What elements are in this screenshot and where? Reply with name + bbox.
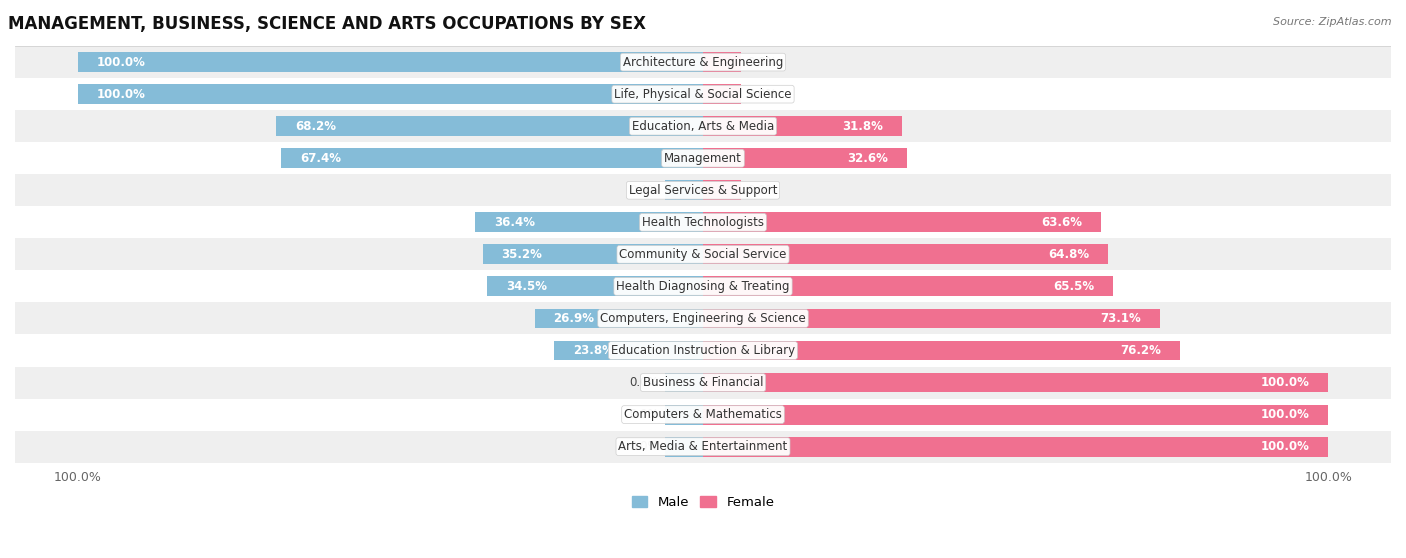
Text: Business & Financial: Business & Financial xyxy=(643,376,763,389)
Bar xyxy=(77,84,703,104)
Text: Education, Arts & Media: Education, Arts & Media xyxy=(631,120,775,133)
Text: Legal Services & Support: Legal Services & Support xyxy=(628,184,778,197)
Text: Life, Physical & Social Science: Life, Physical & Social Science xyxy=(614,88,792,100)
Text: Arts, Media & Entertainment: Arts, Media & Entertainment xyxy=(619,440,787,453)
Bar xyxy=(665,437,703,456)
Text: 100.0%: 100.0% xyxy=(96,88,145,100)
Bar xyxy=(15,46,1391,78)
Text: 26.9%: 26.9% xyxy=(554,312,595,325)
Text: 67.4%: 67.4% xyxy=(301,152,342,165)
Bar xyxy=(703,437,1329,456)
Text: Education Instruction & Library: Education Instruction & Library xyxy=(612,344,794,357)
Text: Source: ZipAtlas.com: Source: ZipAtlas.com xyxy=(1274,17,1392,27)
Text: 35.2%: 35.2% xyxy=(502,248,543,261)
Bar xyxy=(15,271,1391,302)
Text: 73.1%: 73.1% xyxy=(1101,312,1142,325)
Bar xyxy=(534,309,703,328)
Text: MANAGEMENT, BUSINESS, SCIENCE AND ARTS OCCUPATIONS BY SEX: MANAGEMENT, BUSINESS, SCIENCE AND ARTS O… xyxy=(8,15,647,33)
Text: 0.0%: 0.0% xyxy=(747,184,776,197)
Text: Health Technologists: Health Technologists xyxy=(643,216,763,229)
Bar xyxy=(15,398,1391,431)
Bar xyxy=(703,373,1329,392)
Bar xyxy=(15,174,1391,206)
Text: Community & Social Service: Community & Social Service xyxy=(619,248,787,261)
Text: 68.2%: 68.2% xyxy=(295,120,336,133)
Bar xyxy=(15,367,1391,398)
Bar xyxy=(665,373,703,392)
Text: 100.0%: 100.0% xyxy=(1261,408,1310,421)
Bar xyxy=(703,309,1160,328)
Bar xyxy=(488,276,703,296)
Bar xyxy=(15,110,1391,142)
Text: 0.0%: 0.0% xyxy=(747,56,776,69)
Text: 100.0%: 100.0% xyxy=(1261,440,1310,453)
Text: 76.2%: 76.2% xyxy=(1121,344,1161,357)
Bar xyxy=(15,431,1391,463)
Text: 64.8%: 64.8% xyxy=(1049,248,1090,261)
Bar xyxy=(665,180,703,200)
Text: 0.0%: 0.0% xyxy=(630,184,659,197)
Bar xyxy=(475,213,703,232)
Bar xyxy=(703,244,1108,264)
Bar xyxy=(15,142,1391,174)
Text: 31.8%: 31.8% xyxy=(842,120,883,133)
Bar xyxy=(482,244,703,264)
Bar xyxy=(15,78,1391,110)
Bar xyxy=(15,206,1391,238)
Bar xyxy=(703,116,901,136)
Legend: Male, Female: Male, Female xyxy=(626,490,780,514)
Bar xyxy=(281,148,703,168)
Text: 32.6%: 32.6% xyxy=(848,152,889,165)
Text: 36.4%: 36.4% xyxy=(494,216,536,229)
Bar xyxy=(703,180,741,200)
Text: Computers & Mathematics: Computers & Mathematics xyxy=(624,408,782,421)
Text: Computers, Engineering & Science: Computers, Engineering & Science xyxy=(600,312,806,325)
Bar xyxy=(703,276,1112,296)
Bar xyxy=(703,405,1329,425)
Bar xyxy=(703,340,1180,360)
Text: 0.0%: 0.0% xyxy=(630,376,659,389)
Text: 63.6%: 63.6% xyxy=(1040,216,1083,229)
Bar xyxy=(15,302,1391,334)
Text: 65.5%: 65.5% xyxy=(1053,280,1094,293)
Text: 0.0%: 0.0% xyxy=(747,88,776,100)
Text: 0.0%: 0.0% xyxy=(630,408,659,421)
Text: 23.8%: 23.8% xyxy=(572,344,614,357)
Bar xyxy=(703,84,741,104)
Text: 100.0%: 100.0% xyxy=(96,56,145,69)
Bar xyxy=(703,148,907,168)
Bar xyxy=(77,52,703,72)
Bar xyxy=(703,52,741,72)
Text: 100.0%: 100.0% xyxy=(1261,376,1310,389)
Bar xyxy=(277,116,703,136)
Bar xyxy=(15,238,1391,271)
Text: Management: Management xyxy=(664,152,742,165)
Bar xyxy=(665,405,703,425)
Bar xyxy=(554,340,703,360)
Text: 34.5%: 34.5% xyxy=(506,280,547,293)
Text: Health Diagnosing & Treating: Health Diagnosing & Treating xyxy=(616,280,790,293)
Text: Architecture & Engineering: Architecture & Engineering xyxy=(623,56,783,69)
Bar xyxy=(703,213,1101,232)
Text: 0.0%: 0.0% xyxy=(630,440,659,453)
Bar xyxy=(15,334,1391,367)
